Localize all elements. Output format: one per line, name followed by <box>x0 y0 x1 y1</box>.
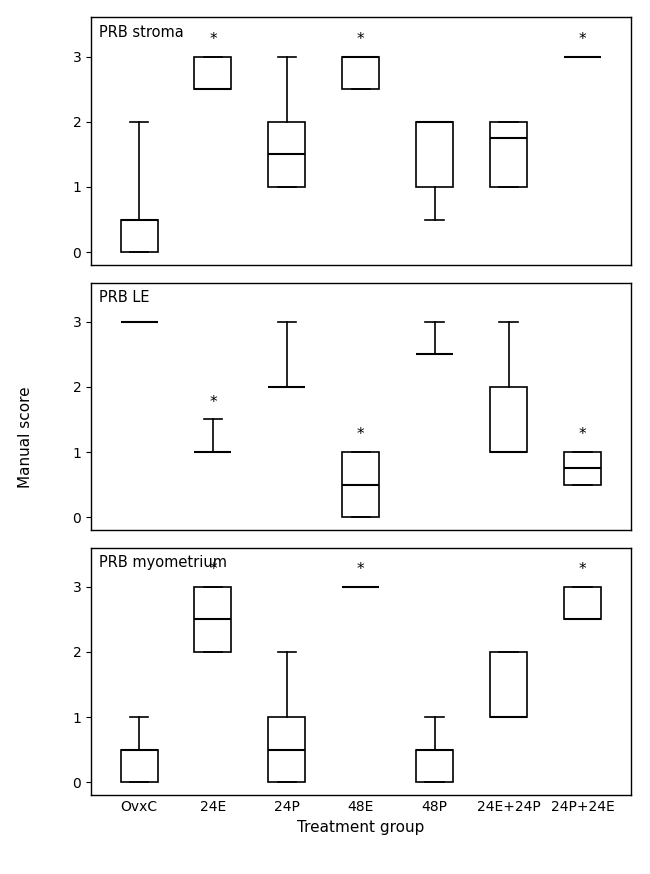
Text: *: * <box>578 562 586 577</box>
PathPatch shape <box>120 750 157 782</box>
Text: PRB myometrium: PRB myometrium <box>99 555 227 570</box>
PathPatch shape <box>564 586 601 620</box>
PathPatch shape <box>490 387 527 452</box>
Text: PRB stroma: PRB stroma <box>99 25 184 40</box>
PathPatch shape <box>343 57 379 89</box>
PathPatch shape <box>343 452 379 517</box>
PathPatch shape <box>120 219 157 253</box>
Text: *: * <box>357 427 365 442</box>
Text: *: * <box>209 562 216 577</box>
X-axis label: Treatment group: Treatment group <box>297 820 424 835</box>
PathPatch shape <box>194 586 231 652</box>
Text: *: * <box>357 562 365 577</box>
PathPatch shape <box>268 717 306 782</box>
Text: PRB LE: PRB LE <box>99 290 150 305</box>
Text: Manual score: Manual score <box>18 386 34 488</box>
PathPatch shape <box>268 121 306 187</box>
Text: *: * <box>578 427 586 442</box>
PathPatch shape <box>564 452 601 485</box>
Text: *: * <box>357 31 365 47</box>
PathPatch shape <box>490 652 527 717</box>
PathPatch shape <box>416 121 453 187</box>
PathPatch shape <box>416 750 453 782</box>
Text: *: * <box>209 395 216 410</box>
Text: *: * <box>209 31 216 47</box>
PathPatch shape <box>194 57 231 89</box>
PathPatch shape <box>490 121 527 187</box>
Text: *: * <box>578 31 586 47</box>
